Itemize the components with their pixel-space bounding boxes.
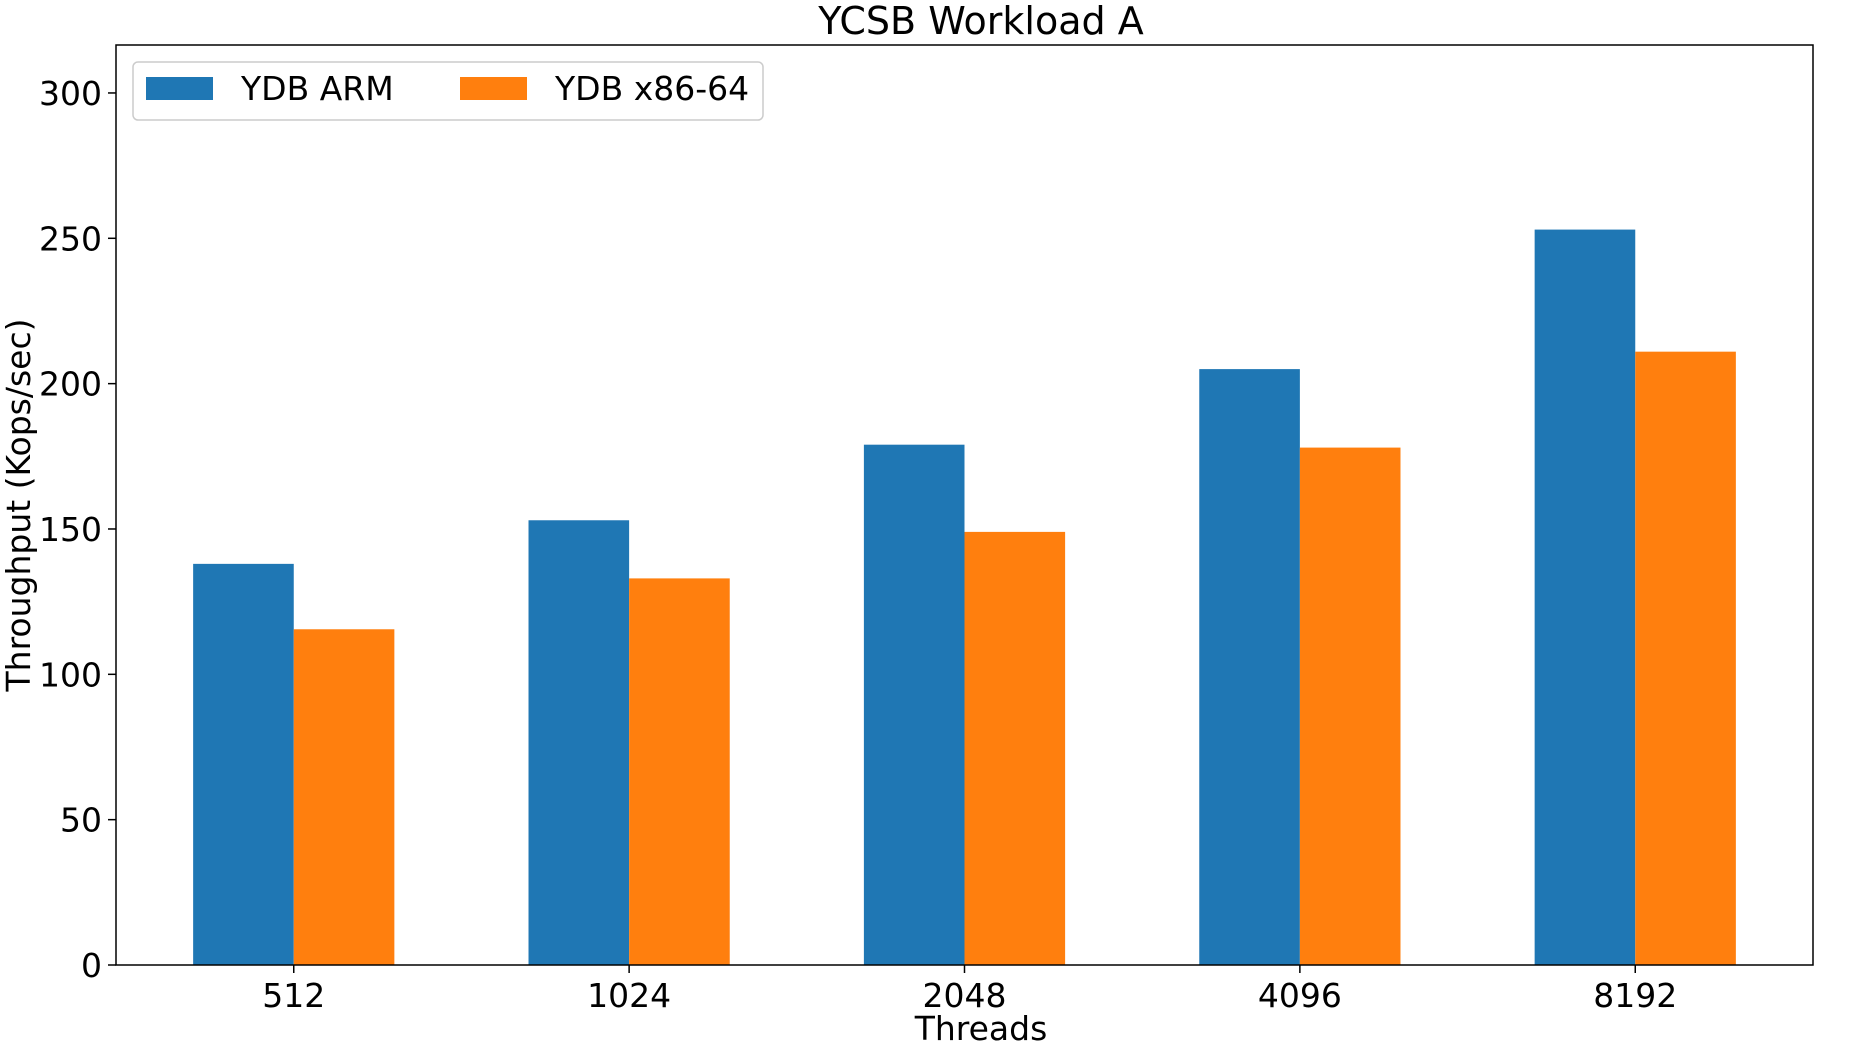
y-tick-label: 100 [39, 655, 102, 694]
y-tick-label: 250 [39, 219, 102, 258]
y-tick-label: 200 [39, 365, 102, 404]
legend-box [132, 61, 764, 121]
plot-area-frame [115, 44, 1814, 966]
bar-ydb-x86-64-2048 [964, 531, 1066, 965]
legend-label: YDB ARM [240, 69, 394, 108]
y-tick-label: 150 [39, 510, 102, 549]
bar-ydb-arm-4096 [1199, 369, 1300, 965]
bar-ydb-x86-64-8192 [1635, 351, 1736, 966]
x-tick-label: 2048 [923, 976, 1007, 1015]
chart-title: YCSB Workload A [817, 0, 1143, 43]
y-axis-label: Throughput (Kops/sec) [0, 318, 38, 692]
y-tick-label: 300 [39, 74, 102, 113]
x-tick-label: 1024 [587, 976, 671, 1015]
y-tick-label: 50 [60, 801, 102, 840]
y-tick-label: 0 [81, 946, 102, 985]
bar-ydb-arm-512 [193, 563, 294, 965]
bar-ydb-x86-64-512 [293, 629, 395, 965]
bar-ydb-arm-1024 [528, 520, 630, 965]
x-axis-label: Threads [914, 1009, 1048, 1048]
bar-ydb-x86-64-4096 [1299, 447, 1401, 966]
x-tick-label: 512 [262, 976, 325, 1015]
bar-ydb-arm-8192 [1534, 229, 1636, 965]
legend-swatch [460, 77, 527, 100]
x-tick-label: 4096 [1258, 976, 1342, 1015]
x-tick-label: 8192 [1593, 976, 1677, 1015]
bar-ydb-x86-64-1024 [629, 578, 730, 965]
bar-ydb-arm-2048 [863, 444, 965, 965]
legend: YDB ARM YDB x86-64 [132, 61, 764, 121]
legend-swatch [146, 77, 213, 100]
legend-label: YDB x86-64 [554, 69, 749, 108]
